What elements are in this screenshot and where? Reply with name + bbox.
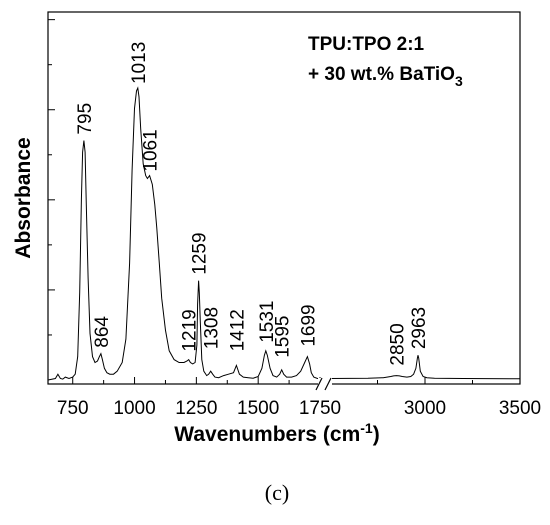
x-tick-label-1250: 1250 bbox=[175, 398, 217, 419]
sample-annotation-line1: TPU:TPO 2:1 bbox=[308, 34, 425, 55]
peak-label-1699: 1699 bbox=[298, 304, 319, 346]
peak-label-864: 864 bbox=[92, 316, 113, 348]
axis-break-mark bbox=[315, 377, 332, 391]
peak-label-795: 795 bbox=[75, 103, 96, 135]
x-tick-label-3500: 3500 bbox=[499, 398, 541, 419]
x-tick-labels: 750 1000 1250 1500 1750 3000 3500 bbox=[57, 398, 541, 419]
axis-break-gap bbox=[318, 378, 332, 390]
sample-annotation-line2: + 30 wt.% BaTiO3 bbox=[308, 64, 463, 89]
x-tick-label-1000: 1000 bbox=[113, 398, 155, 419]
figure-caption: (c) bbox=[265, 480, 289, 505]
x-tick-label-750: 750 bbox=[57, 398, 89, 419]
peak-label-2850: 2850 bbox=[388, 323, 409, 365]
x-axis-title-end: ) bbox=[373, 423, 380, 446]
axis-break-slash-left bbox=[315, 377, 323, 391]
peak-label-1595: 1595 bbox=[273, 315, 294, 357]
spectrum-line-segment-2 bbox=[329, 355, 521, 380]
peak-label-1219: 1219 bbox=[180, 309, 201, 351]
spectrum-line-segment-1 bbox=[47, 86, 320, 381]
x-axis-title-sup: -1 bbox=[360, 420, 373, 436]
x-axis-title-base: Wavenumbers (cm bbox=[174, 423, 360, 446]
y-axis-title: Absorbance bbox=[12, 137, 35, 258]
peak-label-1061: 1061 bbox=[141, 129, 162, 171]
peak-label-1412: 1412 bbox=[227, 309, 248, 351]
peak-label-2963: 2963 bbox=[409, 307, 430, 349]
plot-frame bbox=[47, 11, 521, 385]
peak-label-1308: 1308 bbox=[202, 307, 223, 349]
sample-annotation-line2-sub: 3 bbox=[455, 73, 463, 89]
peak-label-1259: 1259 bbox=[190, 232, 211, 274]
peak-label-1013: 1013 bbox=[129, 42, 150, 84]
peak-label-1531: 1531 bbox=[257, 301, 278, 343]
x-tick-label-1500: 1500 bbox=[237, 398, 279, 419]
axis-break-slash-right bbox=[324, 377, 332, 391]
x-tick-label-3000: 3000 bbox=[404, 398, 446, 419]
spectrum-lines bbox=[47, 86, 521, 381]
sample-annotation-line2-base: + 30 wt.% BaTiO bbox=[308, 64, 455, 85]
x-axis-title: Wavenumbers (cm-1) bbox=[174, 420, 379, 446]
axis-ticks bbox=[48, 19, 521, 384]
x-tick-label-1750: 1750 bbox=[299, 398, 341, 419]
